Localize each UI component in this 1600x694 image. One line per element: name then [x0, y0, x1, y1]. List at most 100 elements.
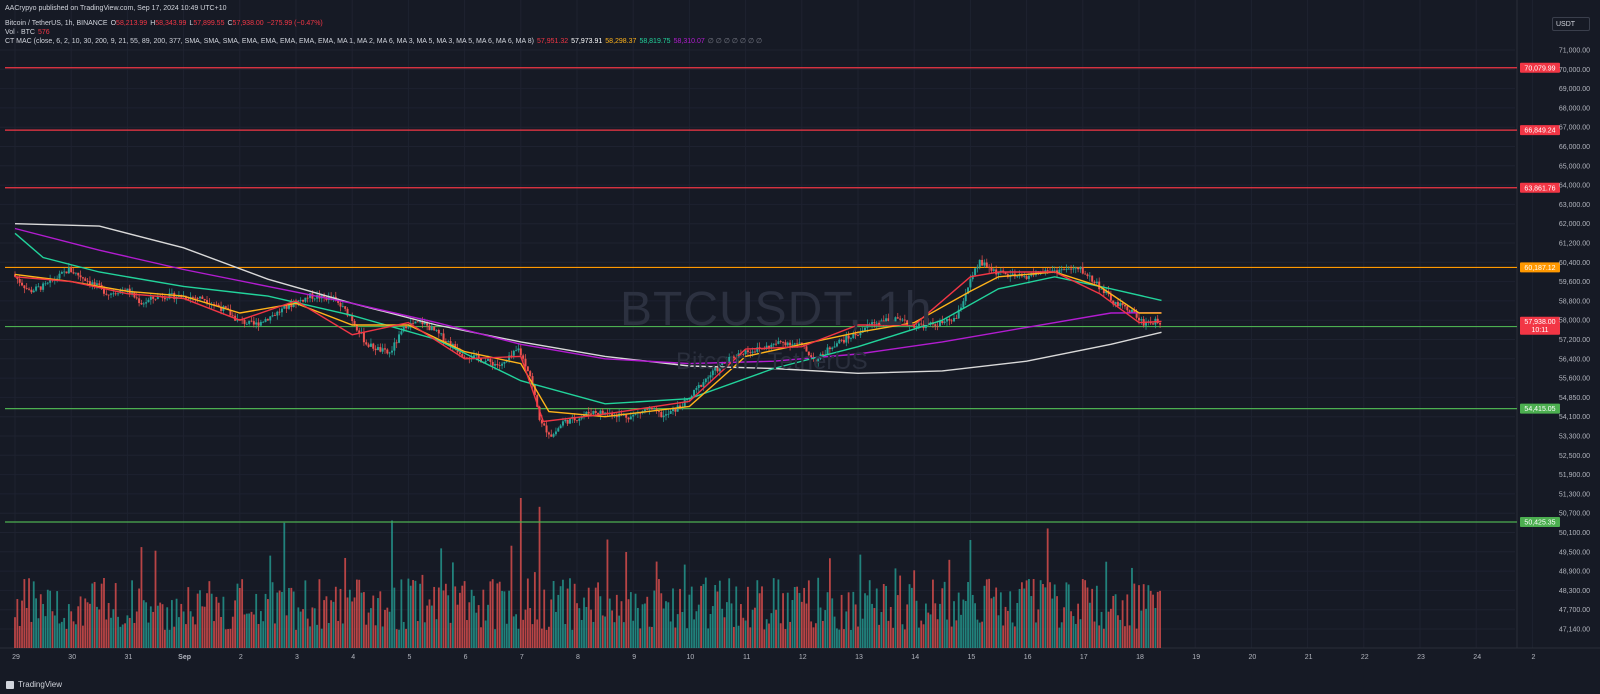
indicator-legend[interactable]: CT MAC (close, 6, 2, 10, 30, 200, 9, 21,… [5, 37, 765, 46]
volume-bar [201, 606, 204, 648]
volume-bar [281, 591, 283, 648]
volume-bar [1147, 585, 1150, 648]
volume-bar [187, 587, 190, 648]
volume-bar [311, 607, 314, 648]
candle-body [707, 377, 710, 379]
indicator-empty-marks: ∅ ∅ ∅ ∅ ∅ ∅ ∅ [707, 38, 763, 45]
candle-body [529, 371, 532, 377]
volume-bar [681, 611, 684, 648]
volume-bar [751, 609, 754, 648]
volume-bar [917, 627, 920, 648]
volume-bar [112, 609, 115, 648]
volume-bar [1002, 625, 1005, 648]
candle-body [449, 341, 452, 347]
candle-body [543, 423, 546, 426]
quote-currency-button[interactable]: USDT [1552, 17, 1590, 31]
volume-bar [482, 589, 485, 648]
candle-body [1074, 267, 1077, 269]
volume-bar [421, 574, 424, 648]
candle-body [821, 354, 824, 356]
candle-body [889, 320, 892, 323]
volume-bar [1149, 590, 1152, 648]
volume-bar [1091, 588, 1094, 648]
volume-bar [658, 579, 660, 648]
volume-bar [416, 621, 419, 648]
volume-bar [147, 622, 150, 648]
volume-bar [138, 588, 141, 648]
volume-bar [175, 598, 178, 648]
candle-body [419, 321, 422, 323]
candle-body [955, 318, 958, 319]
candle-body [660, 411, 663, 418]
volume-bar [1042, 583, 1044, 648]
volume-bar [255, 593, 258, 648]
volume-bar [1107, 611, 1110, 648]
price-tick-label: 58,000.00 [1559, 318, 1590, 325]
volume-bar [611, 610, 614, 648]
candle-body [149, 296, 152, 300]
volume-bar [220, 616, 222, 648]
volume-bar [337, 620, 340, 648]
candle-body [695, 387, 698, 390]
footer-brand[interactable]: TradingView [18, 680, 63, 689]
volume-bar [672, 588, 674, 648]
candle-body [857, 335, 859, 337]
volume-bar [908, 584, 911, 648]
volume-bar [550, 599, 553, 648]
volume-legend[interactable]: Vol · BTC 576 [5, 28, 53, 37]
time-tick-label: 19 [1192, 654, 1200, 661]
volume-bar [51, 611, 54, 648]
symbol-legend[interactable]: Bitcoin / TetherUS, 1h, BINANCE O58,213.9… [5, 19, 326, 28]
candle-body [601, 410, 604, 414]
volume-bar [295, 629, 297, 648]
volume-bar [821, 620, 824, 648]
volume-bar [655, 561, 658, 648]
candle-body [479, 358, 482, 363]
volume-bar [540, 628, 543, 648]
volume-bar [819, 607, 822, 648]
candle-body [510, 355, 513, 357]
candle-body [903, 319, 906, 321]
volume-bar [1086, 587, 1089, 648]
candle-body [885, 318, 888, 325]
candle-body [512, 350, 515, 356]
candle-body [302, 299, 305, 302]
candle-body [1065, 269, 1068, 270]
volume-bar [744, 620, 747, 648]
volume-bar [461, 585, 464, 648]
candle-body [126, 288, 129, 291]
candle-body [451, 344, 454, 347]
volume-label: Vol · BTC [5, 29, 35, 36]
time-tick-label: 7 [520, 654, 524, 661]
volume-bar [533, 572, 536, 648]
high-value: 58,343.99 [155, 20, 187, 27]
candle-body [941, 321, 944, 324]
price-tick-label: 70,000.00 [1559, 67, 1590, 74]
indicator-value-4: 58,819.75 [639, 38, 671, 45]
volume-bar [796, 586, 799, 648]
candle-body [515, 350, 518, 352]
volume-bar [1072, 616, 1075, 648]
candle-body [1152, 323, 1155, 325]
volume-bar [145, 602, 148, 648]
volume-bar [934, 603, 937, 648]
volume-bar [957, 592, 960, 648]
candle-body [1145, 322, 1148, 326]
volume-bar [194, 624, 197, 648]
candle-body [948, 318, 951, 321]
volume-bar [374, 625, 377, 648]
last-price-label: 57,938.00 [1524, 319, 1555, 326]
volume-bar [309, 626, 311, 648]
symbol-name[interactable]: Bitcoin / TetherUS, 1h, BINANCE [5, 20, 108, 27]
price-tick-label: 54,850.00 [1559, 395, 1590, 402]
volume-bar [810, 621, 813, 648]
candle-body [676, 405, 679, 412]
volume-bar [173, 626, 176, 648]
volume-bar [697, 604, 700, 648]
volume-bar [583, 597, 585, 648]
tradingview-logo-icon[interactable] [6, 681, 14, 689]
candle-body [21, 282, 24, 286]
volume-bar [1051, 598, 1054, 648]
